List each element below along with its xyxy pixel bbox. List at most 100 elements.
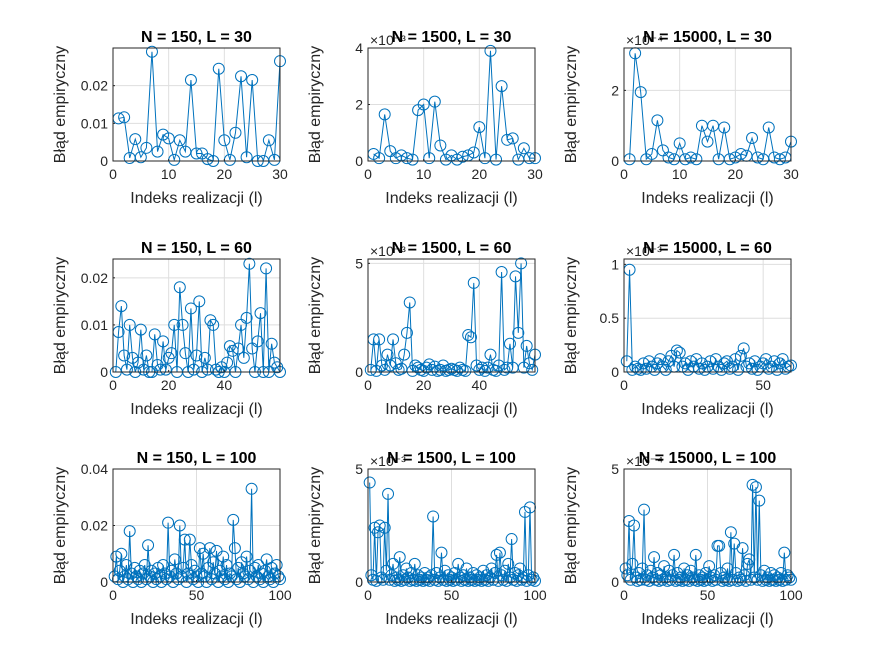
- y-tick-label: 0.02: [81, 78, 108, 94]
- data-point: [450, 573, 463, 586]
- x-axis-label: Indeks realizacji (l): [385, 611, 517, 628]
- data-point: [373, 333, 386, 346]
- data-point: [662, 151, 675, 164]
- data-point: [203, 542, 216, 555]
- data-point: [178, 533, 191, 546]
- data-point: [723, 362, 736, 375]
- data-point: [467, 276, 480, 289]
- data-point: [753, 494, 766, 507]
- subplot-title: N = 150, L = 30: [141, 29, 252, 46]
- data-point: [485, 562, 498, 575]
- y-tick-label: 0.02: [81, 518, 108, 534]
- data-point: [512, 326, 525, 339]
- data-point: [495, 266, 508, 279]
- data-point: [423, 358, 436, 371]
- data-point: [123, 318, 136, 331]
- data-point: [634, 363, 647, 376]
- data-point: [503, 337, 516, 350]
- plot-area: [624, 259, 791, 372]
- data-point: [493, 546, 506, 559]
- data-point: [137, 363, 150, 376]
- data-point: [406, 153, 419, 166]
- x-axis-label: Indeks realizacji (l): [130, 401, 262, 418]
- data-point: [718, 121, 731, 134]
- data-point: [464, 331, 477, 344]
- data-point: [628, 519, 641, 532]
- data-point: [744, 573, 757, 586]
- data-point: [502, 557, 515, 570]
- data-point: [120, 363, 133, 376]
- axis-exponent: ×10⁻⁴: [626, 453, 663, 469]
- data-point: [651, 114, 664, 127]
- y-axis-label: Błąd empiryczny: [52, 46, 69, 163]
- subplot-title: N = 15000, L = 30: [643, 29, 772, 46]
- data-point: [619, 562, 632, 575]
- data-point: [673, 346, 686, 359]
- y-tick-label: 2: [611, 82, 619, 98]
- data-point: [378, 108, 391, 121]
- data-point: [484, 348, 497, 361]
- data-point: [372, 526, 385, 539]
- data-point: [490, 364, 503, 377]
- data-point: [363, 476, 376, 489]
- data-point: [743, 357, 756, 370]
- y-tick-label: 0: [355, 574, 363, 590]
- data-point: [715, 363, 728, 376]
- subplot-title: N = 1500, L = 100: [387, 450, 516, 467]
- y-tick-label: 0.01: [81, 317, 108, 333]
- data-point: [771, 363, 784, 376]
- data-point: [400, 152, 413, 165]
- axis-exponent: ×10⁻⁴: [626, 32, 663, 48]
- data-point: [207, 318, 220, 331]
- data-point: [168, 318, 181, 331]
- data-point: [637, 357, 650, 370]
- data-point: [240, 550, 253, 563]
- data-point: [526, 363, 539, 376]
- data-point: [638, 503, 651, 516]
- y-axis-label: Błąd empiryczny: [52, 257, 69, 374]
- x-tick-label: 0: [620, 166, 628, 182]
- y-tick-label: 0: [611, 153, 619, 169]
- data-point: [473, 363, 486, 376]
- data-point: [477, 564, 490, 577]
- data-point: [254, 307, 267, 320]
- x-tick-label: 50: [189, 587, 205, 603]
- data-point: [172, 573, 185, 586]
- data-point: [510, 574, 523, 587]
- x-axis-label: Indeks realizacji (l): [641, 401, 773, 418]
- x-tick-label: 100: [779, 587, 803, 603]
- data-point: [428, 95, 441, 108]
- data-point: [427, 510, 440, 523]
- data-point: [645, 147, 658, 160]
- data-point: [520, 339, 533, 352]
- data-point: [240, 311, 253, 324]
- data-point: [209, 363, 222, 376]
- data-point: [773, 153, 786, 166]
- y-axis-label: Błąd empiryczny: [52, 467, 69, 584]
- data-point: [644, 564, 657, 577]
- data-point: [462, 329, 475, 342]
- data-point: [620, 355, 633, 368]
- x-tick-label: 0: [620, 377, 628, 393]
- data-point: [634, 573, 647, 586]
- data-point: [656, 573, 669, 586]
- data-point: [123, 525, 136, 538]
- data-point: [201, 363, 214, 376]
- subplot-title: N = 1500, L = 30: [392, 29, 512, 46]
- x-tick-label: 100: [523, 587, 547, 603]
- data-point: [748, 571, 761, 584]
- data-point: [726, 573, 739, 586]
- y-tick-label: 0.02: [81, 270, 108, 286]
- data-point: [270, 559, 283, 572]
- subplot-title: N = 15000, L = 60: [643, 240, 772, 257]
- data-point: [654, 353, 667, 366]
- data-point: [207, 556, 220, 569]
- axis-exponent: ×10⁻³: [370, 32, 406, 48]
- data-point: [701, 135, 714, 148]
- x-tick-label: 0: [109, 587, 117, 603]
- data-point: [704, 355, 717, 368]
- y-tick-label: 0.04: [81, 461, 108, 477]
- x-tick-label: 40: [217, 377, 233, 393]
- data-point: [251, 335, 264, 348]
